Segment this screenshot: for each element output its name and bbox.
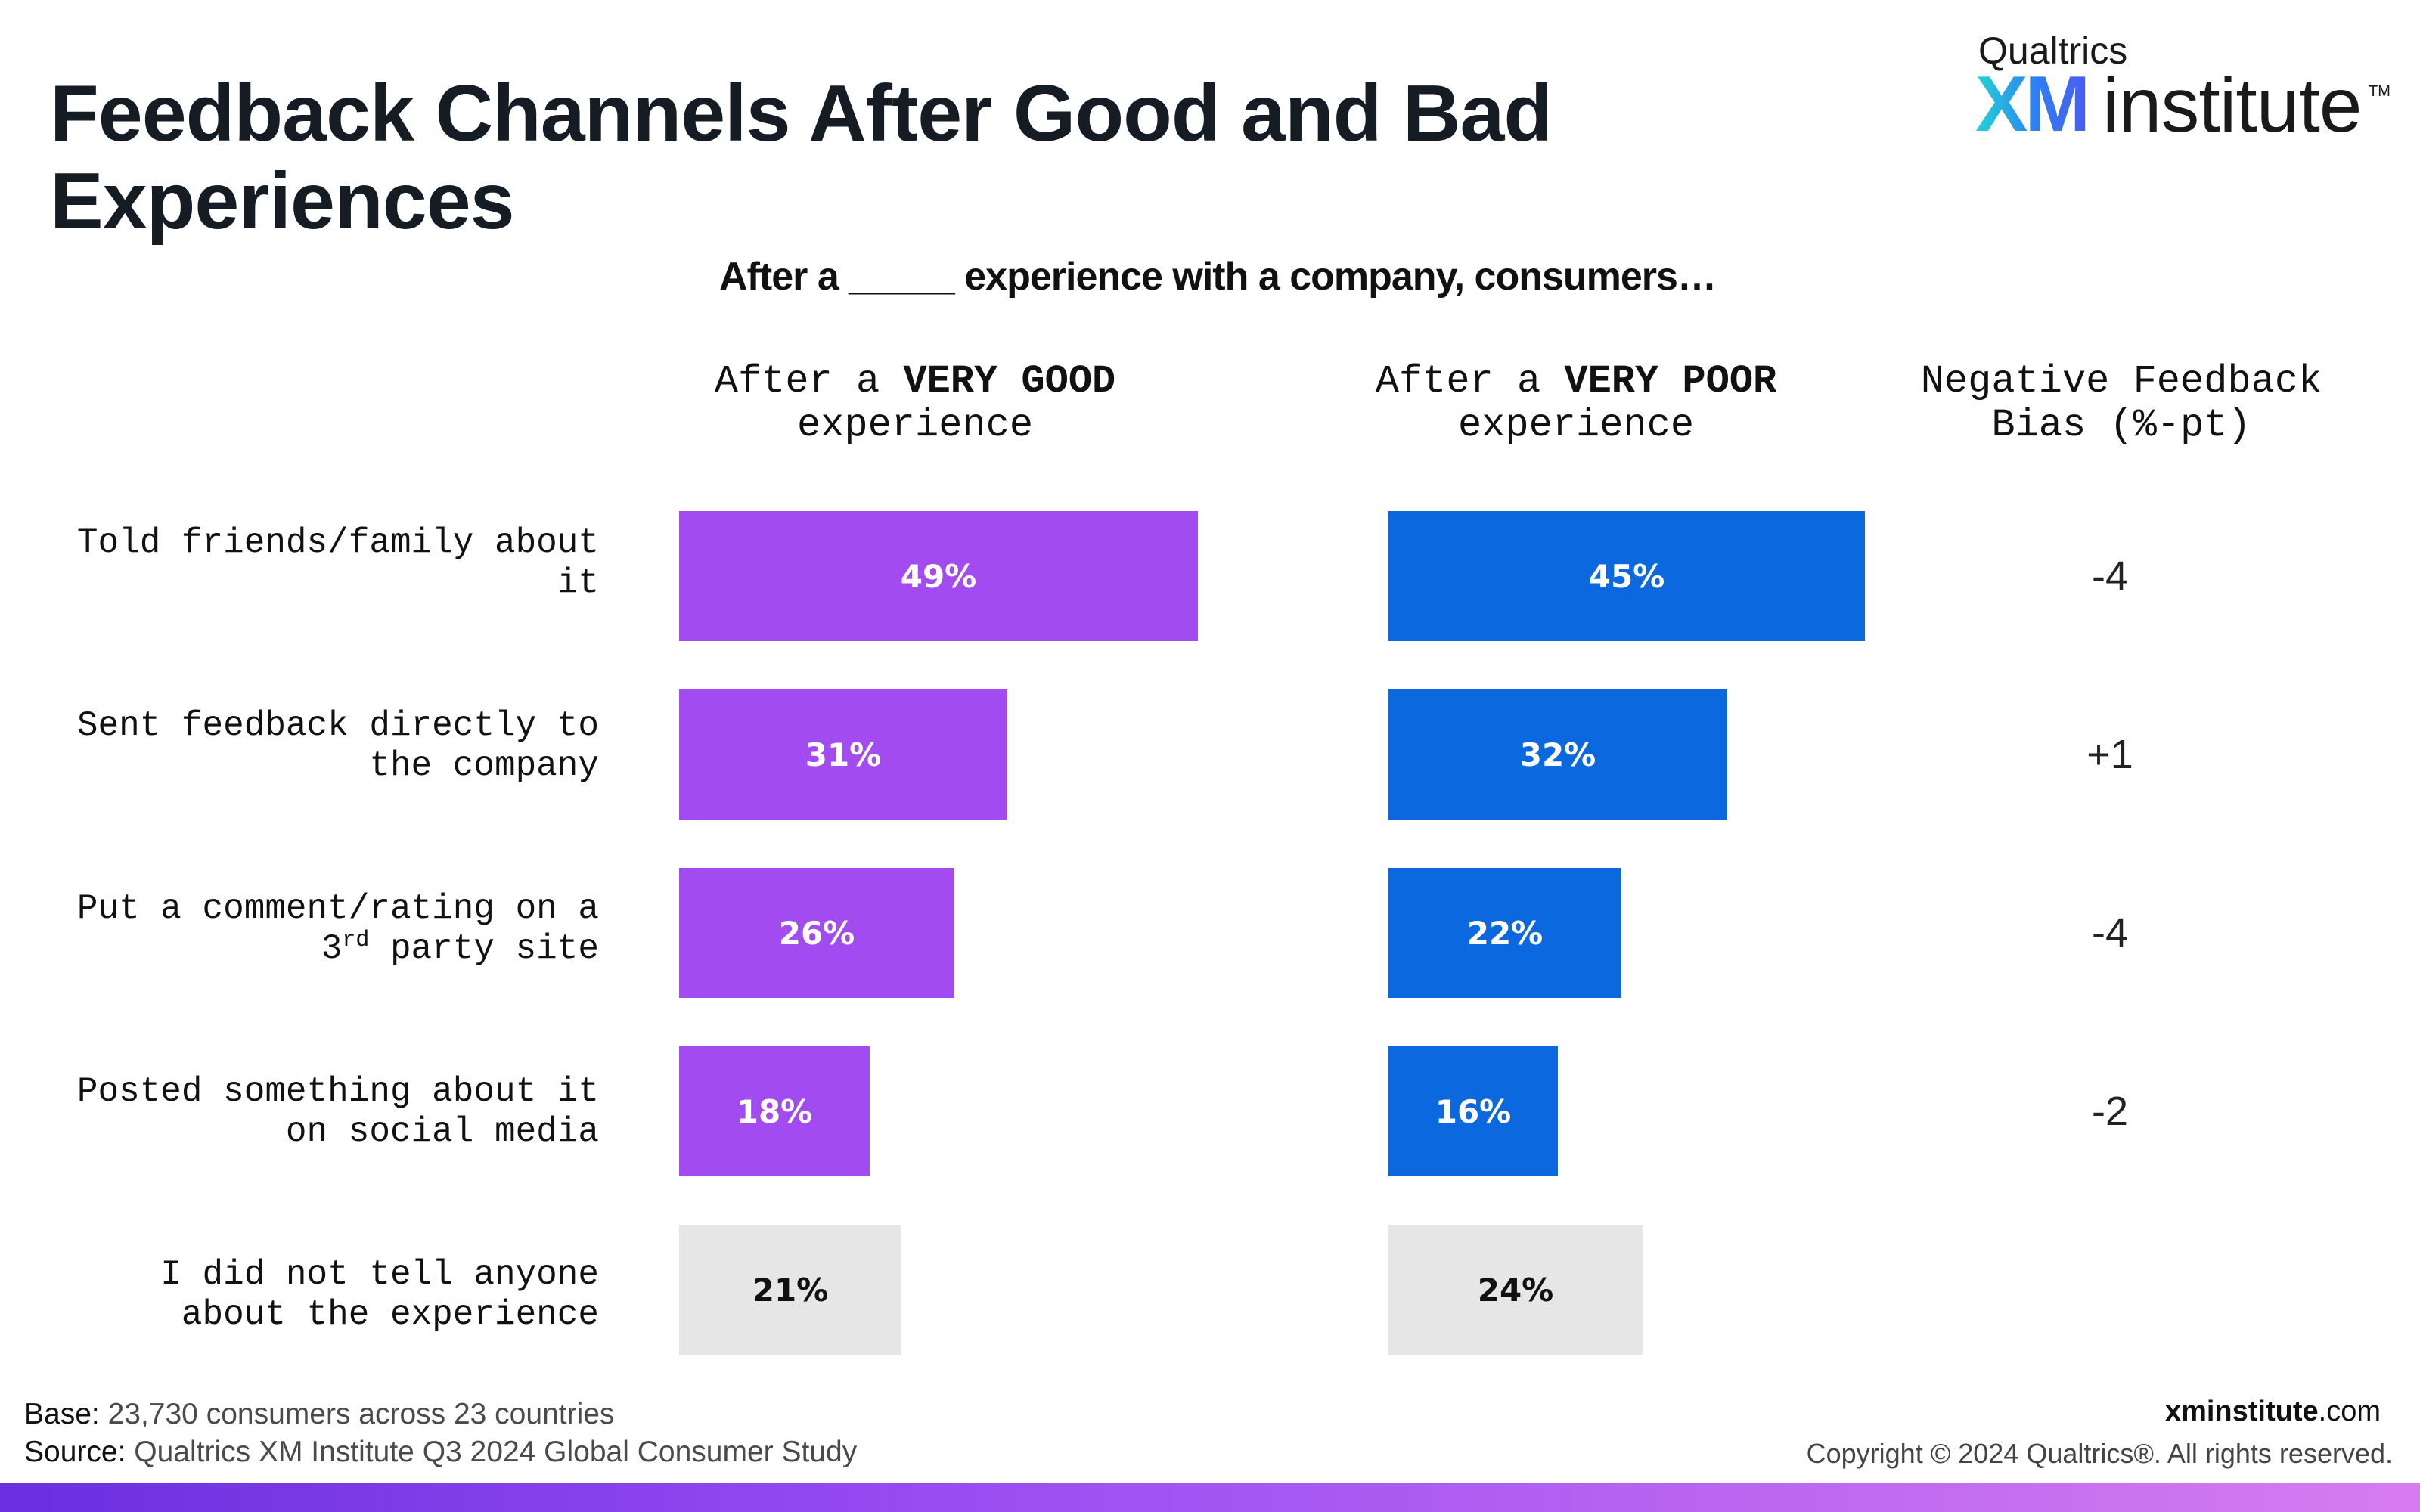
bar-poor-3: 22% bbox=[1388, 868, 1621, 998]
column-header-bias-line-1: Negative Feedback bbox=[1920, 359, 2322, 404]
bar-value-label: 45% bbox=[1588, 557, 1665, 595]
row-label-line-1: Posted something about it bbox=[76, 1072, 599, 1111]
row-label-social-media: Posted something about it on social medi… bbox=[45, 1072, 599, 1152]
column-header-good-suffix: experience bbox=[796, 403, 1034, 448]
bar-value-label: 18% bbox=[736, 1092, 813, 1130]
bar-poor-1: 45% bbox=[1388, 511, 1865, 641]
bias-value-3: -4 bbox=[2091, 910, 2128, 956]
bottom-gradient-strip bbox=[0, 1483, 2420, 1512]
row-label-line-1: Put a comment/rating on a bbox=[76, 889, 599, 928]
row-label-line-1: Sent feedback directly to bbox=[76, 706, 599, 745]
bar-poor-5: 24% bbox=[1388, 1225, 1643, 1355]
bar-value-label: 16% bbox=[1435, 1092, 1512, 1130]
bar-value-label: 22% bbox=[1466, 914, 1544, 952]
logo-trademark: TM bbox=[2369, 83, 2391, 100]
footer-notes: Base: 23,730 consumers across 23 countri… bbox=[24, 1396, 857, 1471]
row-label-line-1: Told friends/family about bbox=[76, 523, 599, 562]
bias-value-2: +1 bbox=[2086, 732, 2133, 777]
footer-copyright: Copyright © 2024 Qualtrics®. All rights … bbox=[1806, 1438, 2393, 1469]
bias-value-1: -4 bbox=[2091, 553, 2128, 599]
column-header-poor-suffix: experience bbox=[1457, 403, 1695, 448]
bar-value-label: 21% bbox=[752, 1271, 829, 1309]
bar-good-5: 21% bbox=[679, 1225, 901, 1355]
row-label-line-2: the company bbox=[369, 746, 599, 785]
footer-source: Source: Qualtrics XM Institute Q3 2024 G… bbox=[24, 1433, 857, 1471]
row-label-sent-feedback: Sent feedback directly to the company bbox=[45, 706, 599, 786]
row-label-line-1: I did not tell anyone bbox=[160, 1255, 599, 1294]
footer-base-key: Base: bbox=[24, 1398, 100, 1430]
xm-institute-logo: Qualtrics XM institute TM bbox=[1975, 29, 2391, 150]
page-title: Feedback Channels After Good and Bad Exp… bbox=[50, 70, 1562, 245]
footer-website-rest: .com bbox=[2318, 1396, 2381, 1427]
column-header-bias-line-2: Bias (%-pt) bbox=[1991, 403, 2251, 448]
column-header-good-emph: VERY GOOD bbox=[903, 359, 1116, 404]
row-label-line-2-post: party site bbox=[369, 929, 599, 968]
column-header-poor-emph: VERY POOR bbox=[1564, 359, 1777, 404]
column-header-good-prefix: After a bbox=[714, 359, 904, 404]
footer-website-bold: xminstitute bbox=[2164, 1396, 2319, 1427]
row-label-third-party: Put a comment/rating on a 3rd party site bbox=[45, 889, 599, 969]
column-header-poor-prefix: After a bbox=[1375, 359, 1565, 404]
bar-good-1: 49% bbox=[679, 511, 1198, 641]
logo-institute-text: institute bbox=[2102, 62, 2363, 148]
title-line-1: Feedback Channels After Good and Bad bbox=[50, 69, 1553, 158]
row-label-did-not-tell: I did not tell anyone about the experien… bbox=[45, 1255, 599, 1335]
footer-base-value: 23,730 consumers across 23 countries bbox=[107, 1398, 615, 1430]
footer-source-key: Source: bbox=[24, 1436, 126, 1468]
bias-value-4: -2 bbox=[2091, 1089, 2128, 1134]
row-label-line-2: on social media bbox=[285, 1112, 599, 1151]
column-header-poor: After a VERY POOR experience bbox=[1334, 360, 1818, 448]
footer-website: xminstitute.com bbox=[2165, 1396, 2381, 1428]
title-line-2: Experiences bbox=[50, 156, 515, 246]
bar-value-label: 31% bbox=[805, 736, 882, 773]
bar-good-3: 26% bbox=[679, 868, 954, 998]
row-label-line-2: about the experience bbox=[181, 1295, 599, 1334]
bar-value-label: 26% bbox=[778, 914, 855, 952]
row-label-told-friends: Told friends/family about it bbox=[45, 523, 599, 603]
footer-base: Base: 23,730 consumers across 23 countri… bbox=[24, 1396, 857, 1433]
logo-qualtrics-text: Qualtrics bbox=[1978, 29, 2128, 72]
row-label-superscript: rd bbox=[342, 928, 370, 953]
bar-value-label: 32% bbox=[1519, 736, 1596, 773]
row-label-line-2: it bbox=[557, 563, 599, 603]
bar-value-label: 24% bbox=[1477, 1271, 1554, 1309]
column-header-bias: Negative Feedback Bias (%-pt) bbox=[1868, 360, 2375, 448]
bar-poor-4: 16% bbox=[1388, 1046, 1558, 1176]
footer-source-value: Qualtrics XM Institute Q3 2024 Global Co… bbox=[134, 1436, 858, 1468]
bar-good-2: 31% bbox=[679, 689, 1007, 820]
bar-value-label: 49% bbox=[900, 557, 977, 595]
row-label-line-2-pre: 3 bbox=[321, 929, 343, 968]
column-header-good: After a VERY GOOD experience bbox=[673, 360, 1157, 448]
bar-good-4: 18% bbox=[679, 1046, 870, 1176]
logo-xm-mark: XM bbox=[1975, 60, 2090, 148]
chart-subtitle: After a _____ experience with a company,… bbox=[719, 255, 1717, 299]
bar-poor-2: 32% bbox=[1388, 689, 1727, 820]
